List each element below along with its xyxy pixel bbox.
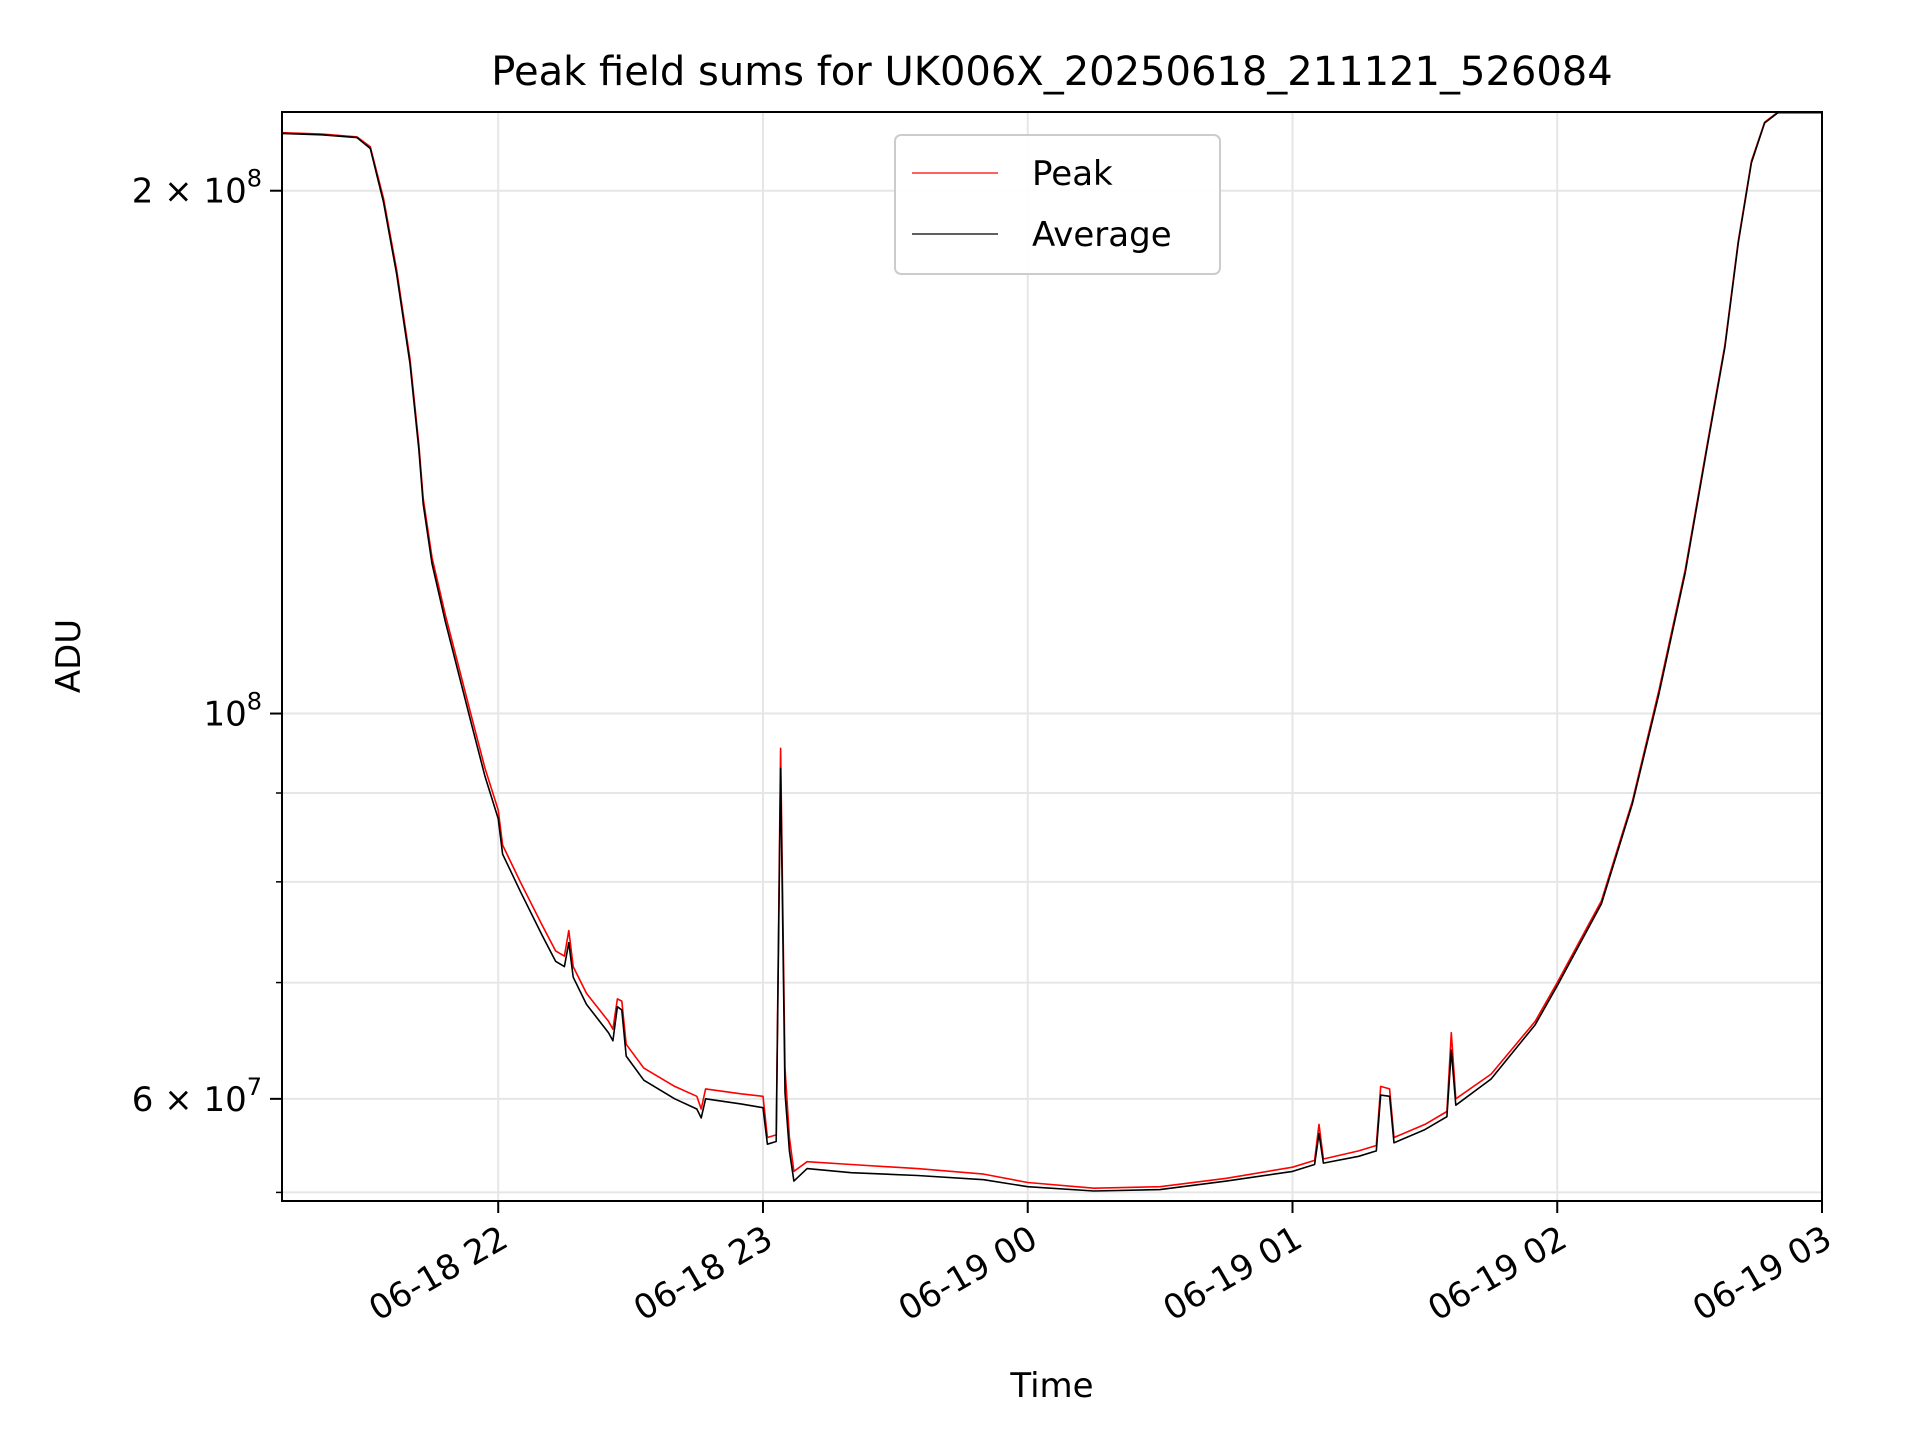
series-lines bbox=[281, 111, 1822, 1192]
legend-box bbox=[894, 134, 1221, 275]
plot-frame bbox=[281, 111, 1823, 1202]
legend-label-average: Average bbox=[1032, 215, 1172, 255]
legend: Peak Average bbox=[894, 134, 1221, 275]
grid bbox=[282, 112, 1823, 1201]
y-tick-label: 6 × 107 bbox=[132, 1073, 262, 1120]
x-axis-label: Time bbox=[1009, 1366, 1093, 1406]
series-line-average bbox=[281, 111, 1822, 1192]
chart-title: Peak field sums for UK006X_20250618_2111… bbox=[491, 49, 1612, 95]
y-tick-label: 2 × 108 bbox=[132, 165, 262, 212]
y-axis-label: ADU bbox=[49, 619, 89, 693]
legend-label-peak: Peak bbox=[1032, 154, 1113, 194]
